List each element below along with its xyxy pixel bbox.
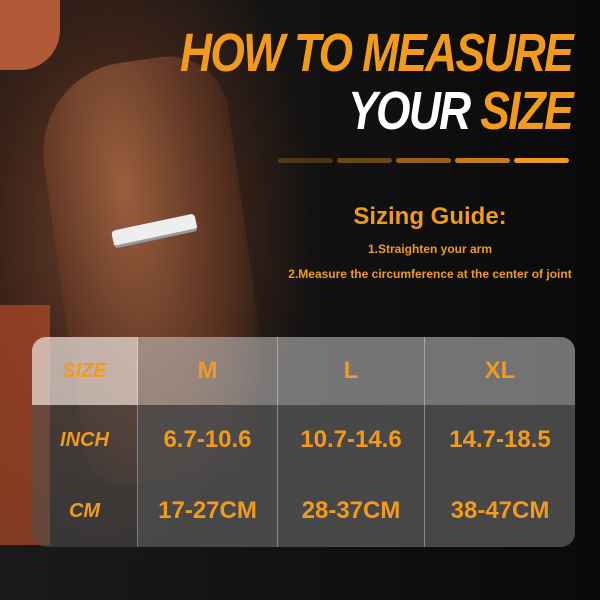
row-label-cm: CM [32, 475, 138, 547]
bar-segment [337, 158, 392, 163]
title-line-2: YOUR SIZE [348, 80, 574, 142]
bar-segment [514, 158, 569, 163]
size-table: SIZE M L XL INCH 6.7-10.6 10.7-14.6 14.7… [32, 337, 575, 547]
title-size: SIZE [480, 81, 574, 141]
bar-segment [396, 158, 451, 163]
bar-segment [455, 158, 510, 163]
cm-m: 17-27CM [138, 475, 278, 547]
header-xl: XL [425, 337, 575, 405]
header-l: L [278, 337, 425, 405]
cm-l: 28-37CM [278, 475, 425, 547]
inch-m: 6.7-10.6 [138, 405, 278, 475]
inch-xl: 14.7-18.5 [425, 405, 575, 475]
title-line-1: HOW TO MEASURE [180, 23, 574, 83]
header-m: M [138, 337, 278, 405]
guide-step-1: 1.Straighten your arm [367, 242, 493, 256]
guide-step-2: 2.Measure the circumference at the cente… [288, 267, 572, 281]
inch-l: 10.7-14.6 [278, 405, 425, 475]
title-your: YOUR [348, 81, 471, 141]
header-size: SIZE [32, 337, 138, 405]
decorative-bars [278, 158, 569, 163]
cm-xl: 38-47CM [425, 475, 575, 547]
sizing-guide-heading: Sizing Guide: [353, 203, 507, 230]
bar-segment [278, 158, 333, 163]
row-label-inch: INCH [32, 405, 138, 475]
